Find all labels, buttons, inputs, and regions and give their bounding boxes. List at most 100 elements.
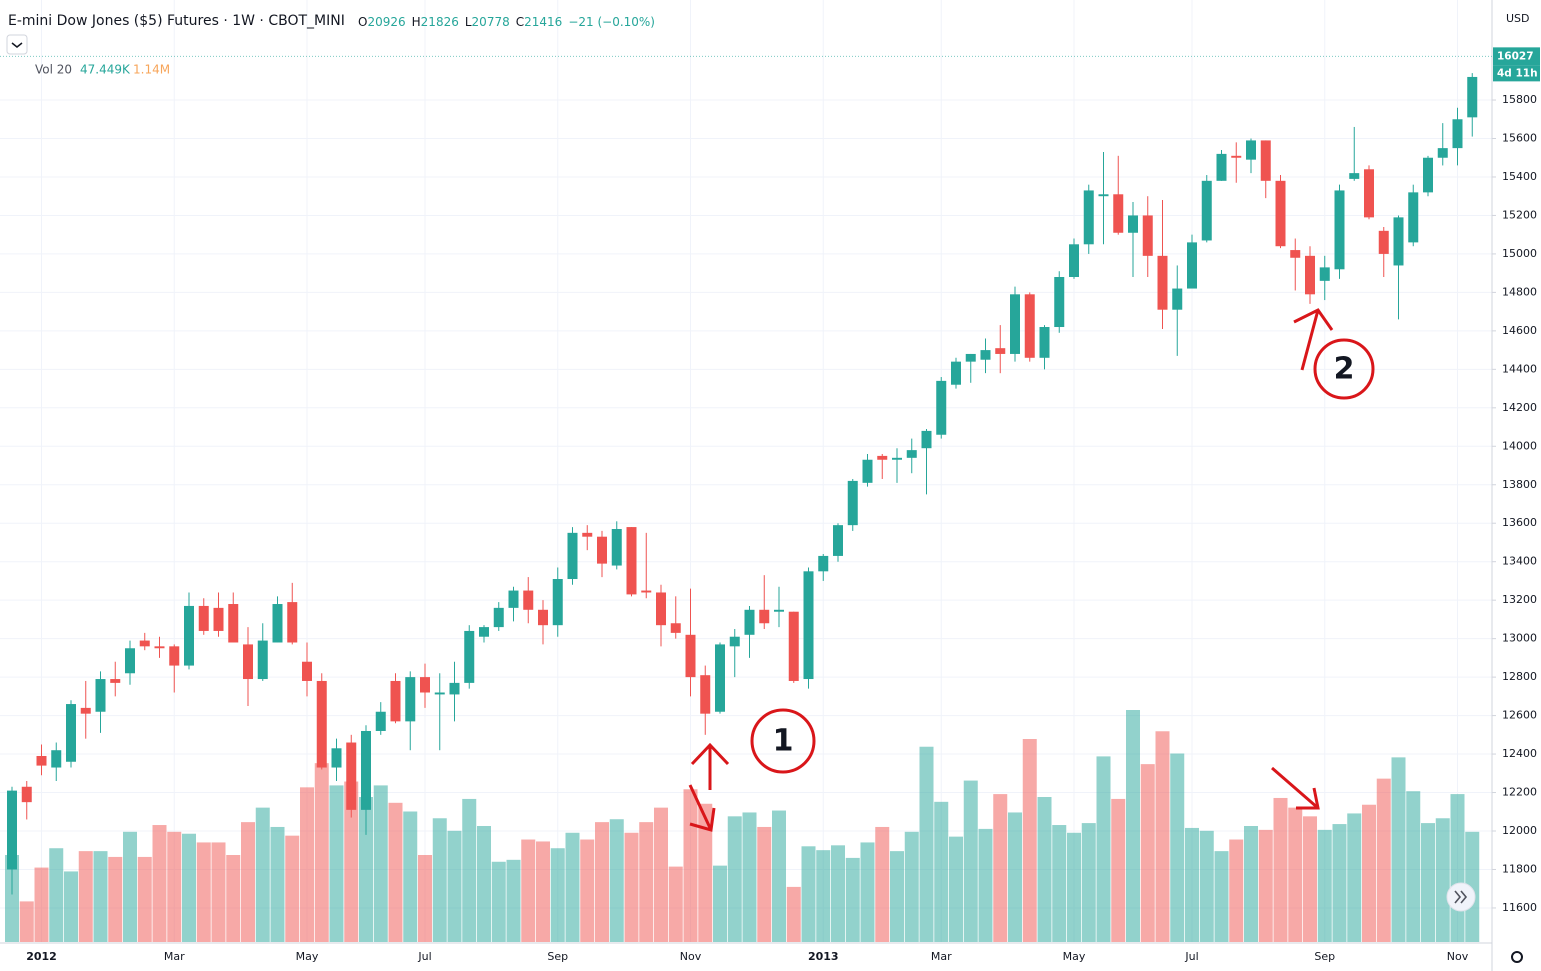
volume-bar <box>1052 825 1067 942</box>
volume-bar <box>1096 756 1111 942</box>
volume-bar <box>1362 804 1376 942</box>
volume-bar <box>1406 791 1421 942</box>
candle-body <box>1098 194 1109 197</box>
candle-body <box>1364 169 1374 218</box>
volume-name: Vol 20 <box>35 63 72 77</box>
candle-body <box>567 532 578 580</box>
candle-body <box>139 640 150 647</box>
volume-bar <box>418 855 432 942</box>
volume-bar <box>196 842 211 942</box>
y-tick-label: 14400 <box>1502 362 1537 375</box>
candle-body <box>965 353 976 362</box>
settings-icon[interactable] <box>1511 951 1523 963</box>
ohlc-change: −21 (−0.10%) <box>568 15 655 29</box>
volume-bar <box>639 822 654 942</box>
candle-body <box>51 750 62 768</box>
volume-bar <box>1111 798 1126 942</box>
x-tick-label: Nov <box>1447 950 1469 963</box>
volume-bar <box>344 781 359 942</box>
volume-bar <box>668 866 683 942</box>
candle-body <box>361 730 371 810</box>
volume-bar <box>64 871 78 942</box>
candle-body <box>449 682 460 695</box>
y-tick-label: 11600 <box>1502 901 1537 914</box>
candle-body <box>1010 294 1020 354</box>
volume-bar <box>845 857 860 942</box>
candle-body <box>493 607 504 628</box>
volume-bar <box>875 826 890 942</box>
arrow <box>690 742 730 790</box>
volume-bar <box>1185 827 1199 942</box>
volume-bar <box>860 842 875 942</box>
volume-bar <box>1126 710 1140 942</box>
candle-body <box>1305 255 1315 295</box>
volume-bar <box>580 839 595 942</box>
x-tick-label: Sep <box>547 950 568 963</box>
ohlc-key: O <box>358 15 367 29</box>
candle-body <box>1378 230 1389 254</box>
volume-bar <box>595 822 609 942</box>
candle-body <box>1142 215 1153 256</box>
candle-body <box>464 630 475 683</box>
volume-bar <box>713 865 727 942</box>
ohlc-key: C <box>516 15 524 29</box>
candle-body <box>390 680 401 722</box>
candle-body <box>611 528 622 566</box>
volume-bar <box>1258 829 1273 942</box>
candle-body <box>1260 140 1271 181</box>
volume-bar <box>506 859 521 942</box>
y-tick-label: 13400 <box>1502 555 1537 568</box>
annotations <box>688 308 1375 832</box>
candle-body <box>66 704 76 762</box>
candle-body <box>641 590 652 593</box>
candle-body <box>346 742 357 810</box>
candle-body <box>1128 215 1138 233</box>
last-price-label: 16027 <box>1497 50 1534 62</box>
candle-body <box>1113 194 1124 233</box>
volume-bar <box>462 798 477 942</box>
x-tick-label: Sep <box>1314 950 1335 963</box>
volume-bar <box>5 855 19 942</box>
volume-bar <box>757 826 772 942</box>
y-tick-label: 15000 <box>1502 247 1537 260</box>
scroll-icon <box>1454 890 1468 904</box>
candle-body <box>656 592 666 626</box>
y-tick-label: 15400 <box>1502 170 1537 183</box>
candle-body <box>1349 173 1360 179</box>
candle-body <box>110 679 121 683</box>
volume-bar <box>1376 778 1391 942</box>
volume-bar <box>727 816 742 942</box>
candle-body <box>1172 288 1183 310</box>
volume-bar <box>1450 794 1465 942</box>
volume-bar <box>123 831 137 942</box>
volume-bar <box>182 833 196 942</box>
chevron-icon <box>11 42 23 48</box>
candle-body <box>125 648 135 674</box>
candle-body <box>597 536 607 564</box>
candle-body <box>184 605 194 666</box>
volume-pane <box>5 710 1480 942</box>
arrow <box>688 784 716 832</box>
volume-bar <box>226 855 241 942</box>
candle-body <box>36 755 47 766</box>
candle-body <box>243 644 253 680</box>
candle-body <box>744 609 755 635</box>
volume-bar <box>1288 807 1303 942</box>
collapse-button[interactable] <box>6 34 28 55</box>
y-tick-label: 14600 <box>1502 324 1537 337</box>
volume-bar <box>1081 823 1096 942</box>
candle-body <box>818 555 829 572</box>
y-tick-label: 15200 <box>1502 208 1537 221</box>
volume-bar <box>698 803 713 942</box>
volume-bar <box>816 850 831 942</box>
candle-body <box>980 350 991 360</box>
ohlc-value: 20926 <box>367 15 405 29</box>
candle-body <box>1319 267 1330 281</box>
candle-body <box>287 602 298 643</box>
annotation-circle <box>750 708 816 774</box>
candle-body <box>375 711 386 731</box>
volume-bar <box>403 811 418 942</box>
volume-bar <box>1332 824 1347 942</box>
candle-body <box>1083 190 1094 245</box>
volume-bar <box>919 746 934 942</box>
